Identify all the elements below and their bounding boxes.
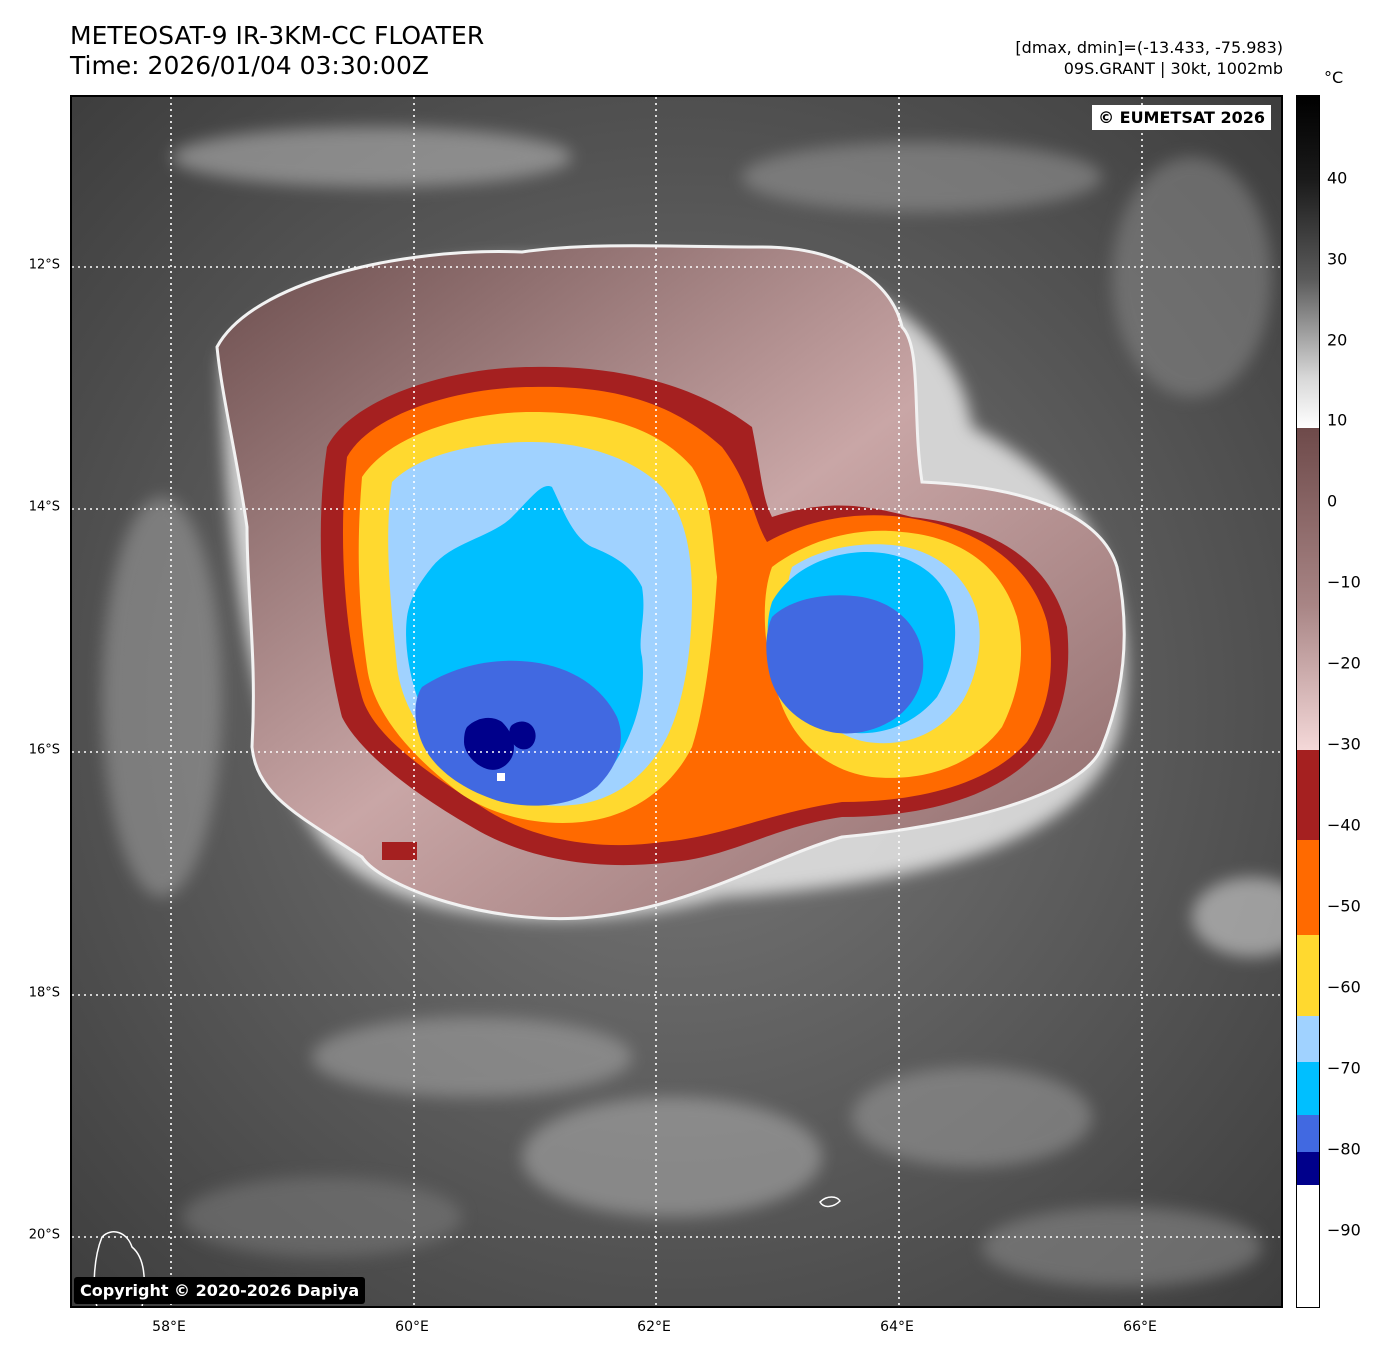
island-outline xyxy=(93,1231,146,1306)
data-range-label: [dmax, dmin]=(-13.433, -75.983) xyxy=(1015,38,1283,57)
colorbar-unit: °C xyxy=(1324,68,1344,87)
eumetsat-watermark: © EUMETSAT 2026 xyxy=(1092,105,1271,130)
colorbar-pink-band xyxy=(1297,428,1319,750)
colorbar-tick: −10 xyxy=(1327,572,1361,592)
lon-label-64e: 64°E xyxy=(880,1319,914,1335)
contour-royal-blue-east xyxy=(766,595,924,734)
warm-pixel xyxy=(497,773,505,781)
lat-label-14s: 14°S xyxy=(28,499,60,515)
colorbar-tick: −60 xyxy=(1327,977,1361,997)
satellite-map: © EUMETSAT 2026 Copyright © 2020-2026 Da… xyxy=(70,95,1283,1308)
island-outline-small xyxy=(819,1196,841,1208)
colorbar-tick: −20 xyxy=(1327,653,1361,673)
lon-label-58e: 58°E xyxy=(152,1319,186,1335)
graticule xyxy=(72,97,1281,1306)
lat-label-16s: 16°S xyxy=(28,742,60,758)
colorbar-dark-red-band xyxy=(1297,750,1319,840)
lat-label-12s: 12°S xyxy=(28,257,60,273)
colorbar-yellow-band xyxy=(1297,935,1319,1016)
colorbar-tick: −80 xyxy=(1327,1139,1361,1159)
isolated-cell xyxy=(382,842,417,860)
lat-label-18s: 18°S xyxy=(28,985,60,1001)
colorbar-tick: −90 xyxy=(1327,1220,1361,1240)
colorbar-tick: −50 xyxy=(1327,896,1361,916)
colorbar-tick: −40 xyxy=(1327,815,1361,835)
colorbar-orange-band xyxy=(1297,840,1319,935)
lon-label-66e: 66°E xyxy=(1123,1319,1157,1335)
scattered-clouds xyxy=(102,127,1281,1287)
colorbar-tick: 30 xyxy=(1327,249,1348,269)
map-title: METEOSAT-9 IR-3KM-CC FLOATER xyxy=(70,21,485,50)
copyright-badge: Copyright © 2020-2026 Dapiya xyxy=(74,1277,366,1304)
colorbar-tick: −30 xyxy=(1327,734,1361,754)
lat-label-20s: 20°S xyxy=(28,1227,60,1243)
colorbar-dark-blue-band xyxy=(1297,1152,1319,1185)
colorbar-tick: 0 xyxy=(1327,491,1338,511)
lon-label-62e: 62°E xyxy=(637,1319,671,1335)
contour-dark-blue-2 xyxy=(509,721,536,750)
colorbar-tick: 40 xyxy=(1327,168,1348,188)
colorbar-white-band xyxy=(1297,1185,1319,1307)
colorbar-royal-blue-band xyxy=(1297,1115,1319,1152)
colorbar-tick: 20 xyxy=(1327,330,1348,350)
colorbar-gray-band xyxy=(1297,96,1319,428)
colorbar-light-blue-band xyxy=(1297,1016,1319,1062)
map-timestamp: Time: 2026/01/04 03:30:00Z xyxy=(70,51,429,80)
colorbar xyxy=(1296,95,1320,1308)
lon-label-60e: 60°E xyxy=(395,1319,429,1335)
storm-info-label: 09S.GRANT | 30kt, 1002mb xyxy=(1063,59,1283,78)
ir-imagery xyxy=(72,97,1281,1306)
contour-dark-blue xyxy=(464,717,514,770)
colorbar-deep-sky-band xyxy=(1297,1062,1319,1115)
colorbar-tick: −70 xyxy=(1327,1058,1361,1078)
colorbar-tick: 10 xyxy=(1327,410,1348,430)
